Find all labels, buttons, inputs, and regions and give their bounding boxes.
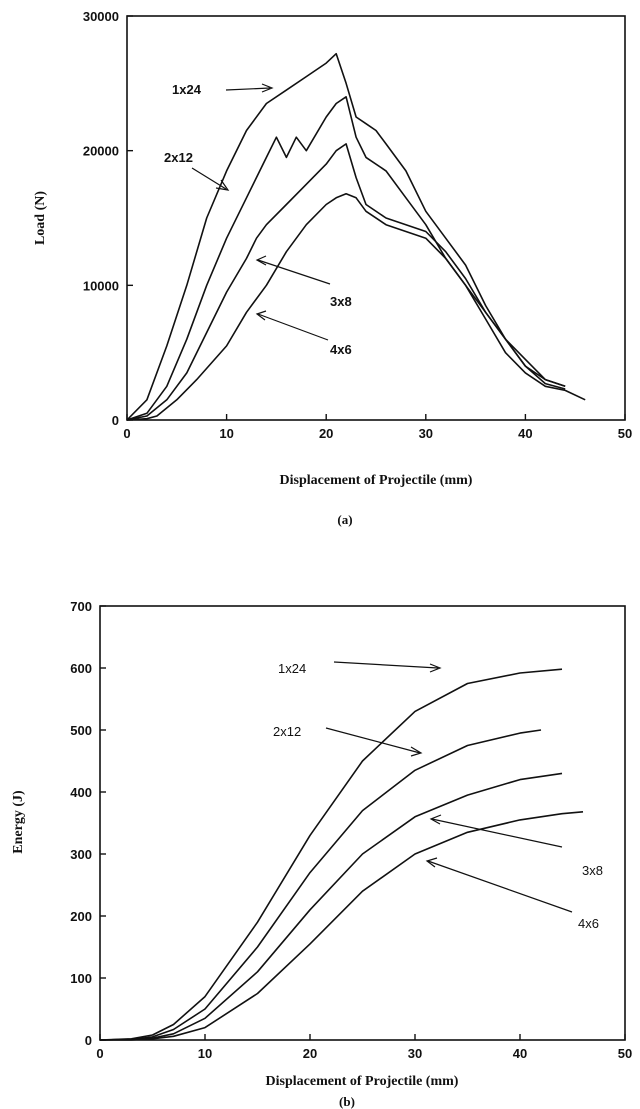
chart-b-ylabel: Energy (J) bbox=[11, 790, 26, 854]
chart-b-series-1x24 bbox=[99, 668, 563, 1041]
chart-b-arrow-2x12 bbox=[325, 727, 421, 754]
chart-a-annot-3x8: 3x8 bbox=[330, 294, 352, 309]
chart-a-arrow-3x8 bbox=[257, 259, 331, 285]
chart-a-arrowhead-2x12 bbox=[215, 179, 230, 191]
chart-b-xtick-label: 50 bbox=[618, 1046, 632, 1061]
chart-b-frame bbox=[99, 605, 626, 1041]
chart-a-annot-1x24: 1x24 bbox=[172, 82, 202, 97]
chart-a-xtick-label: 20 bbox=[319, 426, 333, 441]
chart-a-xtick-label: 40 bbox=[518, 426, 532, 441]
chart-a-panel-label: (a) bbox=[337, 512, 352, 527]
chart-a-arrowhead-1x24 bbox=[261, 83, 274, 93]
chart-b-series-4x6 bbox=[100, 811, 584, 1041]
chart-b-ytick-label: 100 bbox=[70, 971, 92, 986]
chart-b-ytick-label: 400 bbox=[70, 785, 92, 800]
chart-a-xtick-label: 0 bbox=[123, 426, 130, 441]
chart-b-ytick-label: 0 bbox=[85, 1033, 92, 1048]
chart-b-annot-4x6: 4x6 bbox=[578, 916, 599, 931]
chart-b-xtick-label: 20 bbox=[303, 1046, 317, 1061]
chart-b-annot-1x24: 1x24 bbox=[278, 661, 306, 676]
chart-a-ytick-label: 0 bbox=[112, 413, 119, 428]
chart-a-annot-4x6: 4x6 bbox=[330, 342, 352, 357]
chart-b-arrow-4x6 bbox=[427, 860, 573, 913]
chart-b-arrowhead-4x6 bbox=[425, 857, 438, 868]
chart-a-arrow-2x12 bbox=[191, 167, 227, 190]
chart-a-ylabel: Load (N) bbox=[33, 191, 48, 245]
chart-b-arrowhead-1x24 bbox=[429, 663, 442, 673]
chart-a-arrow-1x24 bbox=[225, 87, 271, 91]
chart-a-arrow-4x6 bbox=[257, 313, 329, 341]
chart-b-ytick-label: 600 bbox=[70, 661, 92, 676]
chart-a-xtick-label: 30 bbox=[419, 426, 433, 441]
chart-b-xtick-label: 30 bbox=[408, 1046, 422, 1061]
chart-b-xtick-label: 40 bbox=[513, 1046, 527, 1061]
chart-b-series-3x8 bbox=[99, 772, 563, 1041]
chart-a-ytick-label: 30000 bbox=[83, 9, 119, 24]
chart-b-annot-2x12: 2x12 bbox=[273, 724, 301, 739]
chart-a-arrowhead-4x6 bbox=[255, 310, 267, 321]
chart-a-series-3x8 bbox=[126, 143, 566, 421]
chart-b-xtick-label: 0 bbox=[96, 1046, 103, 1061]
chart-a-series bbox=[126, 52, 586, 421]
chart-a-ticks: 0 10 20 30 40 50 0 10000 20000 30000 bbox=[83, 9, 632, 441]
chart-b-ytick-label: 300 bbox=[70, 847, 92, 862]
chart-a-xlabel: Displacement of Projectile (mm) bbox=[280, 473, 473, 488]
chart-a-series-4x6 bbox=[126, 193, 586, 421]
chart-a-series-1x24 bbox=[126, 52, 566, 421]
chart-a-annot-2x12: 2x12 bbox=[164, 150, 193, 165]
chart-b-ytick-label: 500 bbox=[70, 723, 92, 738]
chart-b-panel-label: (b) bbox=[339, 1094, 355, 1109]
chart-b-xlabel: Displacement of Projectile (mm) bbox=[266, 1074, 459, 1089]
chart-a-arrowhead-3x8 bbox=[255, 255, 267, 266]
chart-b-ytick-label: 200 bbox=[70, 909, 92, 924]
chart-b-arrowhead-2x12 bbox=[410, 746, 423, 757]
chart-b-arrowhead-3x8 bbox=[429, 814, 442, 825]
chart-b-arrow-3x8 bbox=[431, 818, 563, 848]
chart-b-arrow-1x24 bbox=[333, 661, 439, 669]
chart-b-ytick-label: 700 bbox=[70, 599, 92, 614]
chart-a-series-2x12 bbox=[126, 96, 566, 421]
chart-a-ytick-label: 20000 bbox=[83, 144, 119, 159]
chart-b-xtick-label: 10 bbox=[198, 1046, 212, 1061]
chart-a-xtick-label: 10 bbox=[219, 426, 233, 441]
chart-b-annot-3x8: 3x8 bbox=[582, 863, 603, 878]
chart-a-frame bbox=[126, 15, 626, 421]
chart-b-series-2x12 bbox=[99, 729, 542, 1041]
chart-a: 0 10 20 30 40 50 0 10000 20000 30000 Displacement… bbox=[33, 9, 632, 527]
chart-a-xtick-label: 50 bbox=[618, 426, 632, 441]
chart-a-ytick-label: 10000 bbox=[83, 278, 119, 293]
chart-b-series bbox=[99, 668, 584, 1041]
